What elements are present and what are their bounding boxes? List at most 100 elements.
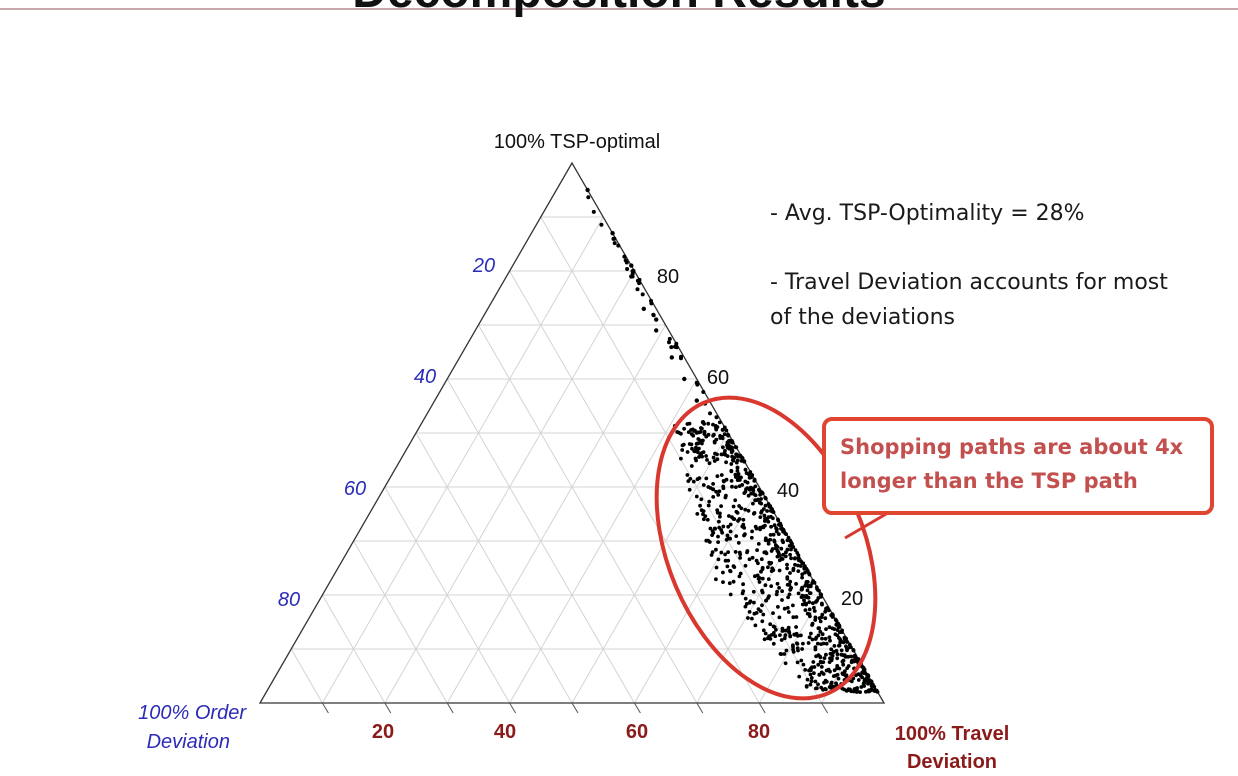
data-point xyxy=(791,603,795,608)
data-point xyxy=(760,619,765,624)
data-point xyxy=(740,591,745,596)
data-point xyxy=(812,609,817,613)
data-point xyxy=(616,243,621,248)
data-point xyxy=(802,598,806,602)
data-point xyxy=(746,493,751,498)
data-point xyxy=(746,508,751,513)
bottom-tick-label: 20 xyxy=(372,721,394,743)
grid-line xyxy=(290,648,323,704)
grid-line xyxy=(758,594,823,704)
data-point xyxy=(728,529,733,534)
data-point xyxy=(694,449,699,453)
data-point xyxy=(820,636,824,641)
data-point xyxy=(735,465,740,470)
data-point xyxy=(849,679,854,684)
data-point xyxy=(757,580,762,584)
data-point xyxy=(783,661,788,666)
data-point xyxy=(741,582,745,587)
data-point xyxy=(785,547,790,552)
data-point xyxy=(818,659,823,664)
data-point xyxy=(803,608,808,612)
data-point xyxy=(707,499,712,504)
data-point xyxy=(771,532,776,537)
data-point xyxy=(820,602,824,607)
data-point xyxy=(760,603,764,608)
data-point xyxy=(706,503,711,508)
data-point xyxy=(701,512,705,517)
data-point xyxy=(795,660,800,665)
data-point xyxy=(835,672,840,677)
data-point xyxy=(729,479,734,483)
data-point xyxy=(782,606,787,611)
note-travel-deviation: - Travel Deviation accounts for most of … xyxy=(770,270,1168,330)
tick-mark xyxy=(446,702,454,714)
data-point xyxy=(832,668,837,673)
data-point xyxy=(754,558,759,563)
data-point xyxy=(823,678,828,683)
data-point xyxy=(811,601,815,606)
grid-line xyxy=(415,432,573,704)
note-avg-tsp-optimality: - Avg. TSP-Optimality = 28% xyxy=(770,201,1085,226)
data-point xyxy=(724,477,729,482)
data-point xyxy=(829,682,833,686)
bottom-tick-label: 80 xyxy=(748,721,770,743)
data-point xyxy=(793,562,797,567)
data-point xyxy=(858,690,862,694)
data-point xyxy=(685,422,690,426)
data-point xyxy=(753,484,758,489)
data-point xyxy=(810,581,815,585)
data-point xyxy=(699,497,704,502)
data-point xyxy=(815,641,820,646)
data-point xyxy=(612,241,617,246)
data-point xyxy=(835,628,840,632)
data-point xyxy=(760,576,765,581)
data-point xyxy=(738,556,742,560)
data-point xyxy=(835,652,840,657)
data-point xyxy=(753,493,758,498)
data-point xyxy=(827,685,832,689)
data-point xyxy=(654,328,659,333)
grid-line xyxy=(571,432,729,704)
data-point xyxy=(706,421,711,426)
data-point xyxy=(771,510,776,514)
data-point xyxy=(772,538,776,543)
left-tick-label: 20 xyxy=(472,255,495,277)
data-point xyxy=(711,482,715,486)
grid-line xyxy=(321,216,604,704)
data-point xyxy=(641,306,646,311)
data-point xyxy=(841,662,846,667)
data-point xyxy=(761,612,766,617)
data-point xyxy=(831,650,836,655)
data-point xyxy=(679,354,683,359)
data-point xyxy=(711,487,716,492)
data-point xyxy=(800,572,805,577)
data-point xyxy=(789,547,793,552)
data-point xyxy=(775,554,780,559)
data-point xyxy=(774,526,778,531)
data-point xyxy=(732,565,737,569)
data-point xyxy=(716,493,721,497)
vertex-label-right-line2: Deviation xyxy=(907,751,997,773)
data-point xyxy=(726,524,731,529)
data-point xyxy=(793,556,797,560)
data-point xyxy=(743,467,748,472)
data-point xyxy=(766,538,771,543)
data-point xyxy=(791,568,796,573)
data-point xyxy=(682,376,687,382)
data-point xyxy=(796,634,800,638)
data-point xyxy=(725,564,730,569)
data-point xyxy=(743,596,748,601)
data-point xyxy=(751,488,756,493)
left-tick-label: 60 xyxy=(344,478,366,500)
data-point xyxy=(735,453,740,457)
data-point xyxy=(721,486,726,491)
data-point xyxy=(817,673,822,677)
data-point xyxy=(831,613,835,617)
data-point xyxy=(763,631,768,636)
data-point xyxy=(718,514,722,519)
data-point xyxy=(730,484,734,489)
data-point xyxy=(752,600,756,605)
data-point xyxy=(852,659,857,664)
data-point xyxy=(828,651,833,656)
data-point xyxy=(862,680,867,685)
